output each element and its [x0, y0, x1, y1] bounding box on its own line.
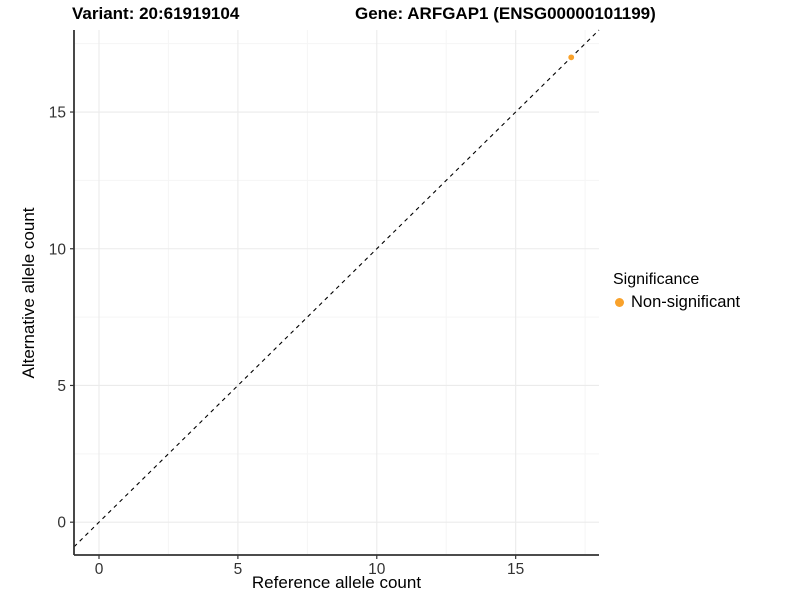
- identity-dashed-line: [73, 29, 600, 548]
- legend: Significance Non-significant: [613, 271, 740, 312]
- variant-title: Variant: 20:61919104: [72, 4, 240, 23]
- x-axis-title: Reference allele count: [251, 573, 422, 592]
- orange-dot-icon: [615, 298, 624, 307]
- x-tick-label: 15: [507, 561, 524, 578]
- y-tick-label: 5: [57, 378, 66, 395]
- gene-title: Gene: ARFGAP1 (ENSG00000101199): [355, 4, 656, 23]
- x-tick-label: 0: [95, 561, 104, 578]
- x-tick-label: 5: [234, 561, 243, 578]
- legend-item-non-significant: Non-significant: [615, 293, 740, 312]
- data-point: [568, 54, 575, 61]
- x-tick-label: 10: [368, 561, 386, 578]
- y-axis-title: Alternative allele count: [19, 207, 38, 379]
- y-tick-label: 10: [49, 241, 67, 258]
- y-tick-label: 15: [49, 105, 66, 122]
- legend-item-label: Non-significant: [631, 293, 741, 311]
- y-tick-label: 0: [57, 515, 66, 532]
- legend-title: Significance: [613, 271, 700, 288]
